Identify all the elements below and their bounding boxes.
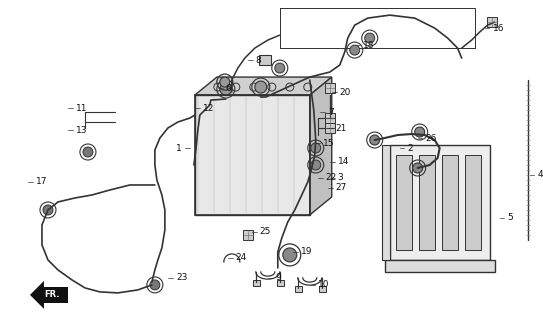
Text: 15: 15 [323,139,334,148]
Text: 22: 22 [326,173,337,182]
Text: 3: 3 [338,173,344,182]
Bar [253,280,260,286]
Text: 17: 17 [36,178,47,187]
Circle shape [370,135,380,145]
Circle shape [311,160,321,170]
Text: 5: 5 [508,213,513,222]
Bar [325,83,334,93]
Circle shape [415,127,425,137]
Bar [325,113,334,123]
Circle shape [83,147,93,157]
Bar [487,17,497,27]
Text: 14: 14 [338,157,349,166]
Text: 23: 23 [176,273,187,283]
Text: 10: 10 [318,280,329,289]
Text: 20: 20 [340,88,351,97]
Bar [465,155,481,250]
Text: 4: 4 [538,171,543,180]
Bar [195,95,310,215]
Text: 18: 18 [363,41,374,50]
Polygon shape [30,281,44,309]
Text: 1: 1 [176,143,182,153]
Text: 24: 24 [236,253,247,262]
Circle shape [311,143,321,153]
Circle shape [255,81,267,93]
Text: 7: 7 [328,108,333,116]
Text: 19: 19 [301,247,312,256]
Text: 27: 27 [336,183,347,192]
Circle shape [43,205,53,215]
Text: 12: 12 [203,104,214,113]
Circle shape [220,77,230,87]
Bar [382,145,390,260]
Bar [243,230,253,240]
Text: 26: 26 [426,133,437,142]
Bar [384,260,495,272]
Bar [319,286,326,292]
Polygon shape [195,77,332,95]
Bar [396,155,412,250]
Text: 11: 11 [76,104,87,113]
Circle shape [220,83,232,95]
Bar [195,95,310,215]
Text: 8: 8 [256,56,262,65]
Bar [419,155,434,250]
Text: 13: 13 [76,125,87,134]
Text: 25: 25 [260,228,271,236]
Circle shape [150,280,160,290]
Bar [441,155,458,250]
Circle shape [275,63,285,73]
Text: 6: 6 [226,84,231,92]
Bar [277,280,284,286]
Circle shape [413,163,422,173]
Circle shape [365,33,375,43]
Bar [259,55,271,65]
Bar [280,8,475,48]
Text: 16: 16 [493,24,504,33]
Polygon shape [310,77,332,215]
Text: 9: 9 [276,273,281,283]
Bar [295,286,302,292]
Circle shape [350,45,359,55]
Bar [325,123,334,133]
Text: FR.: FR. [44,290,60,300]
Text: 2: 2 [408,143,413,153]
Polygon shape [38,287,68,303]
Polygon shape [390,145,490,260]
Text: 21: 21 [336,124,347,132]
Circle shape [283,248,297,262]
